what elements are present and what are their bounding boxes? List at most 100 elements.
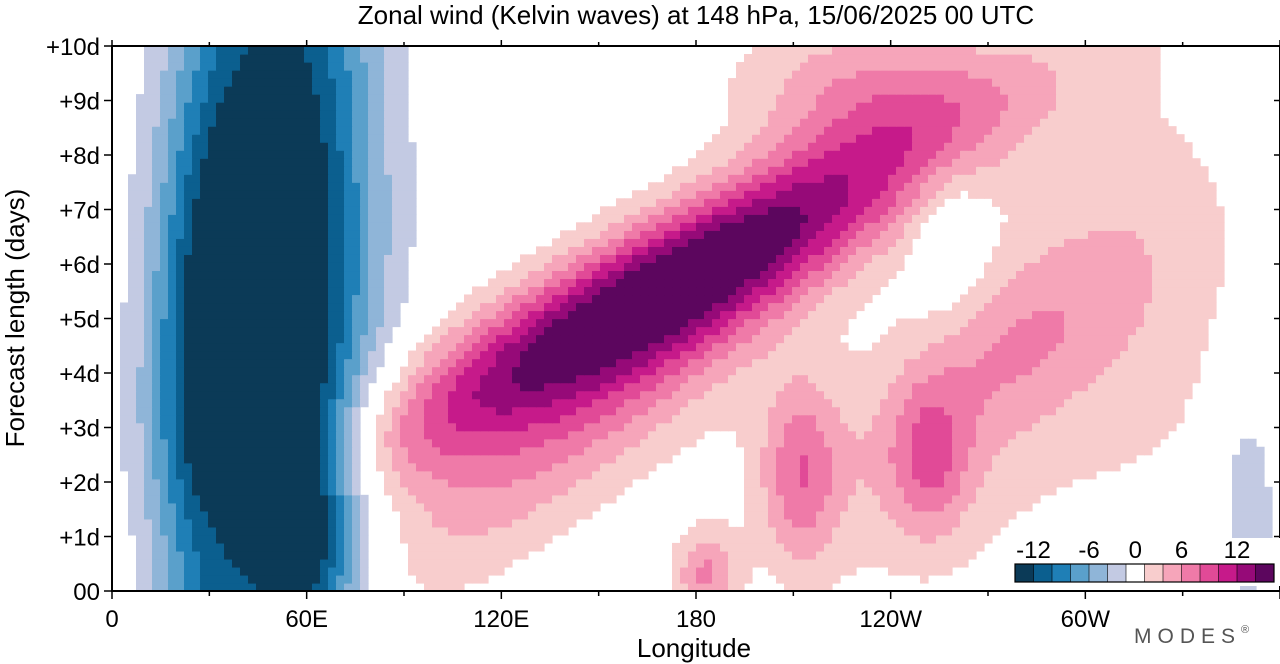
heatmap-cell xyxy=(952,470,961,480)
heatmap-cell xyxy=(848,566,857,576)
heatmap-cell xyxy=(608,446,617,456)
heatmap-cell xyxy=(160,334,169,344)
heatmap-cell xyxy=(384,262,393,272)
heatmap-cell xyxy=(960,406,969,416)
heatmap-cell xyxy=(888,430,897,440)
heatmap-cell xyxy=(712,326,721,336)
heatmap-cell xyxy=(504,510,513,520)
heatmap-cell xyxy=(848,446,857,456)
heatmap-cell xyxy=(384,414,393,424)
heatmap-cell xyxy=(472,286,481,296)
heatmap-cell xyxy=(184,566,193,576)
heatmap-cell xyxy=(968,510,977,520)
heatmap-cell xyxy=(744,406,753,416)
heatmap-cell xyxy=(192,302,201,312)
heatmap-cell xyxy=(1000,406,1009,416)
heatmap-cell xyxy=(1184,286,1193,296)
heatmap-cell xyxy=(1192,318,1201,328)
heatmap-cell xyxy=(280,246,289,255)
heatmap-cell xyxy=(336,230,345,239)
heatmap-cell xyxy=(336,518,345,528)
heatmap-cell xyxy=(984,502,993,512)
heatmap-cell xyxy=(224,358,233,368)
heatmap-cell xyxy=(672,238,681,247)
heatmap-cell xyxy=(656,286,665,296)
heatmap-cell xyxy=(896,518,905,528)
heatmap-cell xyxy=(1080,446,1089,456)
heatmap-cell xyxy=(248,262,257,272)
heatmap-cell xyxy=(1008,398,1017,408)
heatmap-cell xyxy=(1200,286,1209,296)
heatmap-cell xyxy=(816,366,825,376)
heatmap-cell xyxy=(1208,278,1217,288)
heatmap-cell xyxy=(1096,262,1105,272)
heatmap-cell xyxy=(496,542,505,552)
heatmap-cell xyxy=(1040,254,1049,263)
heatmap-cell xyxy=(432,550,441,560)
heatmap-cell xyxy=(248,478,257,488)
heatmap-cell xyxy=(328,406,337,416)
heatmap-cell xyxy=(512,358,521,368)
heatmap-cell xyxy=(160,294,169,304)
heatmap-cell xyxy=(352,510,361,520)
heatmap-cell xyxy=(720,302,729,312)
heatmap-cell xyxy=(488,310,497,320)
heatmap-cell xyxy=(1200,334,1209,344)
heatmap-cell xyxy=(872,350,881,360)
heatmap-cell xyxy=(416,526,425,536)
heatmap-cell xyxy=(912,326,921,336)
heatmap-cell xyxy=(776,486,785,496)
heatmap-cell xyxy=(1176,310,1185,320)
heatmap-cell xyxy=(144,574,153,584)
heatmap-cell xyxy=(1096,398,1105,408)
heatmap-cell xyxy=(1240,582,1249,591)
heatmap-cell xyxy=(464,414,473,424)
heatmap-cell xyxy=(1072,302,1081,312)
heatmap-cell xyxy=(160,454,169,464)
heatmap-cell xyxy=(952,454,961,464)
heatmap-cell xyxy=(720,358,729,368)
heatmap-cell xyxy=(848,294,857,304)
heatmap-cell xyxy=(776,238,785,247)
heatmap-cell xyxy=(912,334,921,344)
heatmap-cell xyxy=(488,390,497,400)
heatmap-cell xyxy=(1120,334,1129,344)
heatmap-cell xyxy=(432,350,441,360)
heatmap-cell xyxy=(496,486,505,496)
heatmap-cell xyxy=(472,310,481,320)
heatmap-cell xyxy=(920,510,929,520)
heatmap-cell xyxy=(1032,278,1041,288)
heatmap-cell xyxy=(168,390,177,400)
heatmap-cell xyxy=(472,542,481,552)
heatmap-cell xyxy=(248,502,257,512)
heatmap-cell xyxy=(1152,326,1161,336)
heatmap-cell xyxy=(1088,310,1097,320)
heatmap-cell xyxy=(616,478,625,488)
heatmap-cell xyxy=(872,390,881,400)
heatmap-cell xyxy=(1016,254,1025,263)
heatmap-cell xyxy=(872,454,881,464)
heatmap-cell xyxy=(176,230,185,239)
heatmap-cell xyxy=(1040,278,1049,288)
heatmap-cell xyxy=(984,478,993,488)
heatmap-cell xyxy=(280,518,289,528)
heatmap-cell xyxy=(328,262,337,272)
heatmap-cell xyxy=(184,334,193,344)
heatmap-cell xyxy=(448,518,457,528)
heatmap-cell xyxy=(696,542,705,552)
heatmap-cell xyxy=(976,430,985,440)
heatmap-cell xyxy=(1136,382,1145,392)
heatmap-cell xyxy=(160,510,169,520)
heatmap-cell xyxy=(272,358,281,368)
heatmap-cell xyxy=(152,278,161,288)
heatmap-cell xyxy=(1056,326,1065,336)
heatmap-cell xyxy=(280,334,289,344)
heatmap-cell xyxy=(752,238,761,247)
heatmap-cell xyxy=(856,350,865,360)
heatmap-cell xyxy=(792,414,801,424)
heatmap-cell xyxy=(720,390,729,400)
heatmap-cell xyxy=(288,278,297,288)
heatmap-cell xyxy=(760,438,769,448)
heatmap-cell xyxy=(888,358,897,368)
heatmap-cell xyxy=(288,566,297,576)
